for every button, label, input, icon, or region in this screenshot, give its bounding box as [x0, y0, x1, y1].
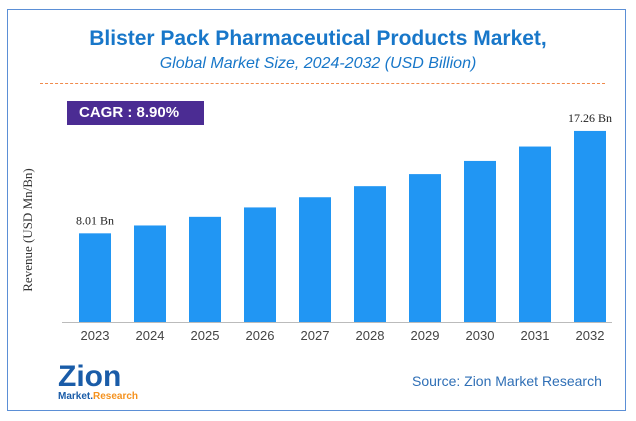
divider: [40, 83, 605, 84]
x-tick-label: 2023: [81, 328, 110, 343]
x-tick-label: 2030: [466, 328, 495, 343]
bar-2031: [519, 146, 551, 322]
bar-2027: [299, 197, 331, 322]
x-tick-label: 2032: [576, 328, 605, 343]
bar-2029: [409, 174, 441, 322]
bar-2030: [464, 160, 496, 322]
x-tick-label: 2029: [411, 328, 440, 343]
bar-2024: [134, 225, 166, 322]
x-tick-label: 2025: [191, 328, 220, 343]
zion-logo: Zion Market.Research: [58, 360, 138, 402]
bar-2023: [79, 233, 111, 322]
x-tick-label: 2031: [521, 328, 550, 343]
x-tick-label: 2026: [246, 328, 275, 343]
bar-2032: [574, 130, 606, 322]
cagr-badge: CAGR : 8.90%: [67, 101, 204, 125]
chart-title: Blister Pack Pharmaceutical Products Mar…: [89, 27, 547, 50]
x-tick-label: 2028: [356, 328, 385, 343]
chart-subtitle: Global Market Size, 2024-2032 (USD Billi…: [159, 55, 477, 72]
data-label: 8.01 Bn: [76, 213, 114, 227]
source-note: Source: Zion Market Research: [412, 373, 602, 389]
data-label: 17.26 Bn: [568, 111, 612, 125]
bar-2025: [189, 216, 221, 322]
x-tick-label: 2024: [136, 328, 165, 343]
bar-2028: [354, 186, 386, 322]
svg-text:Market.Research: Market.Research: [58, 391, 138, 402]
bar-2026: [244, 207, 276, 322]
svg-text:Zion: Zion: [58, 360, 121, 393]
x-tick-label: 2027: [301, 328, 330, 343]
frame-border: [7, 9, 626, 411]
